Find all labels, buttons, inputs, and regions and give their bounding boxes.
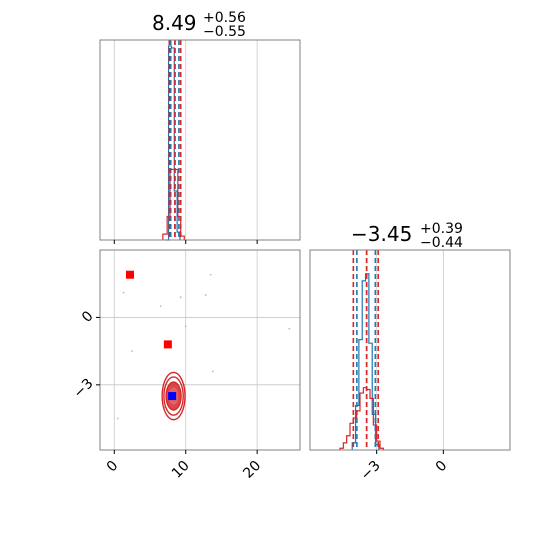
marginal-2-title-plus: +0.39 bbox=[420, 221, 463, 237]
joint-marker-1 bbox=[163, 340, 172, 349]
joint-sample-point bbox=[204, 294, 207, 296]
joint-sample-point bbox=[184, 325, 187, 328]
marginal-1-title-plus: +0.56 bbox=[203, 10, 246, 26]
joint-sample-point bbox=[116, 417, 119, 420]
joint-marker-2 bbox=[168, 392, 177, 401]
marginal-1-series-0-hist-step bbox=[165, 45, 181, 241]
joint-ytick-label: −3 bbox=[71, 376, 97, 402]
joint-frame bbox=[99, 249, 301, 451]
marginal-1-title-value: 8.49 bbox=[152, 11, 197, 35]
marginal-panel-1: 8.49 +0.56 −0.55 bbox=[99, 10, 301, 244]
joint-marker-0 bbox=[126, 270, 134, 279]
joint-xtick-label: 0 bbox=[104, 458, 122, 476]
joint-sample-point bbox=[179, 296, 182, 299]
marginal-2-xtick-label: −3 bbox=[358, 458, 384, 484]
joint-sample-point bbox=[131, 350, 134, 353]
joint-sample-point bbox=[159, 305, 162, 308]
marginal-2-series-1-hist-step bbox=[339, 387, 384, 450]
marginal-1-frame bbox=[99, 39, 301, 241]
joint-xtick-label: 20 bbox=[240, 458, 264, 482]
marginal-panel-2: −3.45 +0.39 −0.44 −3 0 bbox=[309, 221, 511, 484]
marginal-1-title-minus: −0.55 bbox=[203, 24, 246, 40]
joint-panel: 0 10 20 0 −3 bbox=[71, 249, 301, 482]
joint-contour-0 bbox=[161, 371, 186, 421]
marginal-2-xtick-label: 0 bbox=[433, 458, 451, 476]
joint-sample-point bbox=[122, 291, 125, 294]
marginal-2-frame bbox=[309, 249, 511, 451]
marginal-2-title-value: −3.45 bbox=[351, 222, 412, 246]
joint-contour-1 bbox=[163, 376, 184, 416]
marginal-2-title-minus: −0.44 bbox=[420, 235, 463, 251]
joint-sample-point bbox=[288, 327, 291, 330]
joint-ytick-label: 0 bbox=[79, 308, 97, 326]
joint-xtick-label: 10 bbox=[169, 458, 193, 482]
joint-sample-point bbox=[209, 273, 212, 276]
joint-sample-point bbox=[211, 370, 214, 373]
